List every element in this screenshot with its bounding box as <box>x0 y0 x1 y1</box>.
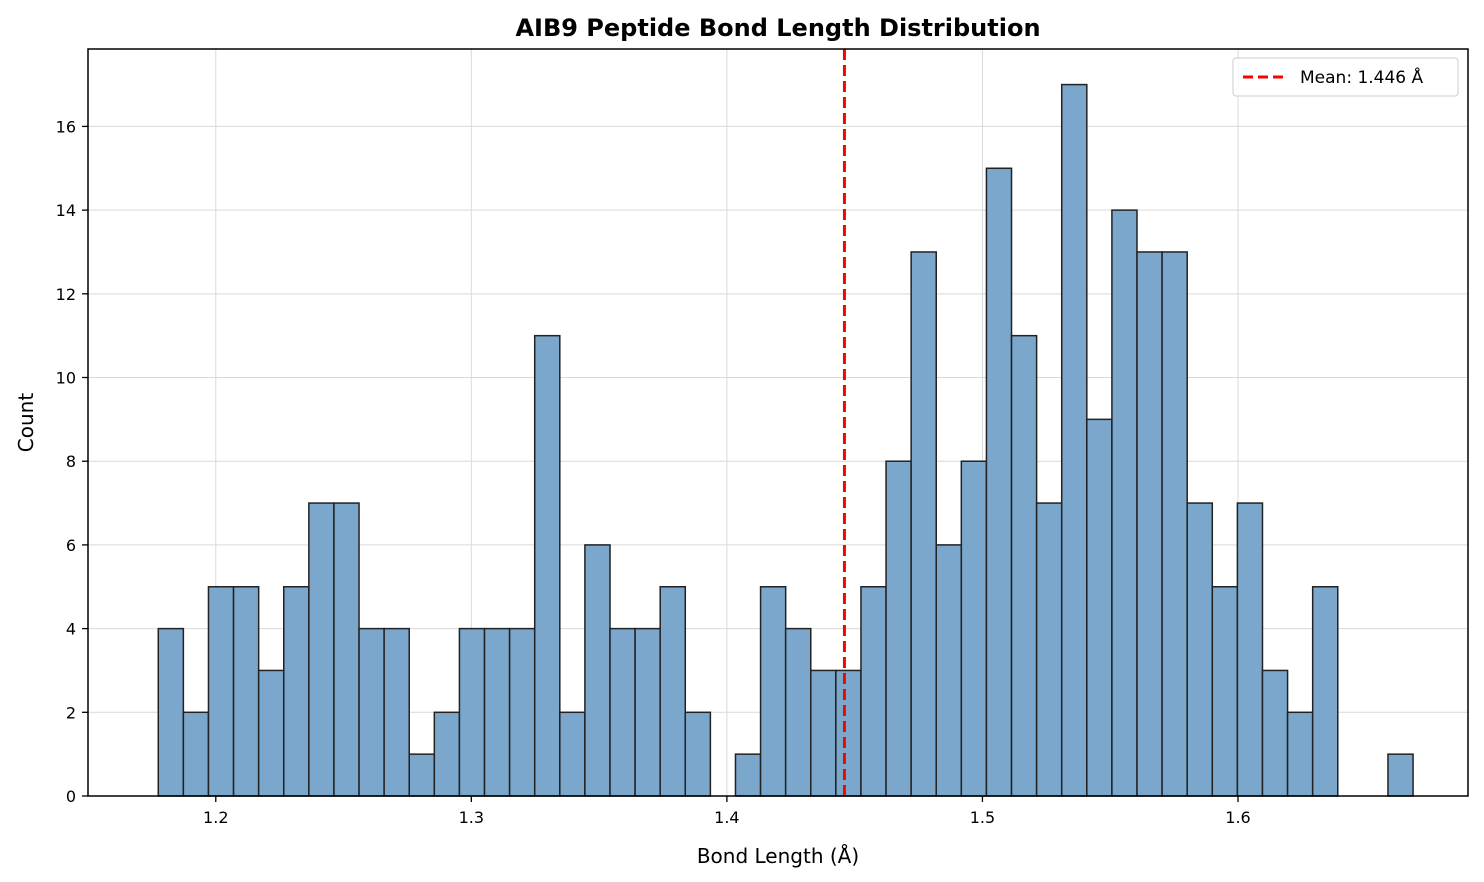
x-axis-label: Bond Length (Å) <box>697 844 859 868</box>
histogram-bar <box>1186 502 1214 797</box>
y-axis-label: Count <box>14 393 38 453</box>
histogram-bar <box>584 544 611 797</box>
histogram-bar <box>408 753 436 797</box>
histogram-bar <box>659 586 687 797</box>
histogram-bar <box>157 627 185 797</box>
legend-box <box>1232 57 1459 97</box>
x-axis-ticks: 1.2 1.3 1.4 1.5 1.6 <box>203 796 1251 827</box>
histogram-bar <box>257 669 285 797</box>
histogram-bar <box>910 251 937 797</box>
histogram-bar <box>207 586 235 797</box>
histogram-bar <box>1136 251 1163 797</box>
histogram-bar <box>1387 753 1414 797</box>
histogram-bar <box>634 627 661 797</box>
y-tick-label: 14 <box>56 201 76 220</box>
histogram-bar <box>985 167 1013 797</box>
histogram-bar <box>1060 83 1088 797</box>
y-tick-label: 10 <box>56 369 76 388</box>
chart-title: AIB9 Peptide Bond Length Distribution <box>515 14 1040 42</box>
histogram-bar <box>182 711 210 797</box>
histogram-bar <box>960 460 988 797</box>
histogram-bar <box>885 460 912 797</box>
histogram-bar <box>784 627 812 797</box>
y-tick-label: 6 <box>66 536 76 555</box>
histogram-bar <box>810 669 837 797</box>
histogram-bar <box>308 502 335 797</box>
histogram-bar <box>1111 209 1138 797</box>
histogram-bar <box>609 627 636 797</box>
histogram-bar <box>333 502 360 797</box>
histogram-bar <box>835 669 862 797</box>
x-tick-label: 1.4 <box>714 808 739 827</box>
histogram-bar <box>533 334 561 797</box>
histogram-bar <box>1236 502 1264 797</box>
histogram-bar <box>508 627 536 797</box>
y-tick-label: 12 <box>56 285 76 304</box>
histogram-bar <box>1035 502 1063 797</box>
histogram-bar <box>232 586 260 797</box>
x-tick-label: 1.3 <box>459 808 484 827</box>
histogram-bar <box>1010 334 1038 797</box>
histogram-bar <box>860 586 887 797</box>
histogram-bar <box>684 711 712 797</box>
plot-frame <box>87 48 1469 797</box>
histogram-bar <box>283 586 310 797</box>
histogram-bar <box>734 753 762 797</box>
histogram-bar <box>433 711 461 797</box>
x-tick-label: 1.5 <box>970 808 995 827</box>
histogram-bar <box>458 627 486 797</box>
histogram-bar <box>1311 586 1339 797</box>
y-tick-label: 16 <box>56 117 76 136</box>
legend: Mean: 1.446 Å <box>1232 57 1459 97</box>
histogram-bars <box>157 83 1414 797</box>
y-tick-label: 4 <box>66 620 76 639</box>
histogram-bar <box>383 627 410 797</box>
histogram-bar <box>1261 669 1289 797</box>
histogram-bar <box>935 544 963 797</box>
histogram-bar <box>1286 711 1314 797</box>
histogram-bar <box>559 711 586 797</box>
histogram-bar <box>1086 418 1113 797</box>
y-axis-ticks: 0 2 4 6 8 10 12 14 16 <box>56 117 88 806</box>
histogram-bar <box>1211 586 1239 797</box>
x-tick-label: 1.2 <box>203 808 228 827</box>
x-tick-label: 1.6 <box>1225 808 1250 827</box>
legend-mean-label: Mean: 1.446 Å <box>1300 66 1424 88</box>
histogram-bar <box>358 627 385 797</box>
y-tick-label: 0 <box>66 787 76 806</box>
y-tick-label: 8 <box>66 452 76 471</box>
histogram-bar <box>759 586 787 797</box>
y-tick-label: 2 <box>66 703 76 722</box>
histogram-bar <box>483 627 511 797</box>
histogram-bar <box>1161 251 1188 797</box>
